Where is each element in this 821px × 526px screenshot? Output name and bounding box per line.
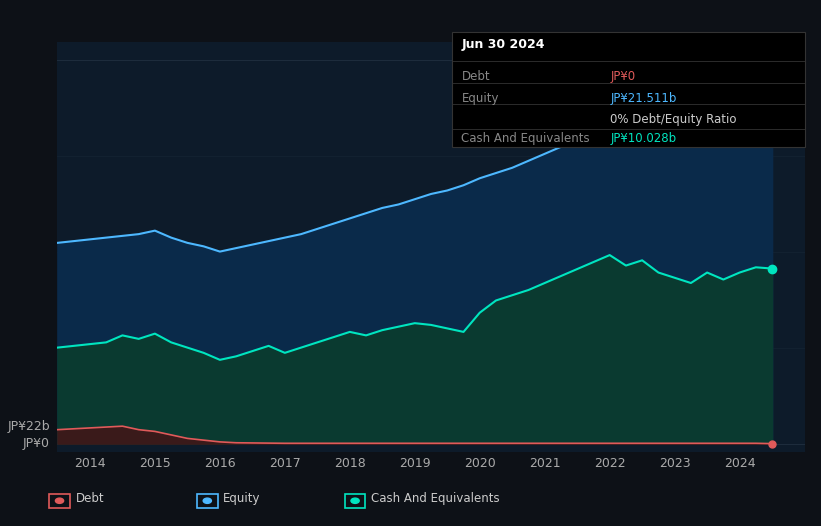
Text: 0% Debt/Equity Ratio: 0% Debt/Equity Ratio	[611, 113, 737, 126]
Text: Debt: Debt	[76, 492, 104, 505]
Text: JP¥10.028b: JP¥10.028b	[611, 132, 677, 145]
Text: Cash And Equivalents: Cash And Equivalents	[371, 492, 500, 505]
Text: Equity: Equity	[461, 92, 499, 105]
Text: JP¥21.511b: JP¥21.511b	[611, 92, 677, 105]
Text: JP¥22b: JP¥22b	[7, 420, 50, 433]
Text: JP¥0: JP¥0	[611, 70, 635, 83]
Text: Debt: Debt	[461, 70, 490, 83]
Text: Cash And Equivalents: Cash And Equivalents	[461, 132, 590, 145]
Text: Equity: Equity	[223, 492, 261, 505]
Text: JP¥0: JP¥0	[23, 437, 50, 450]
Text: Jun 30 2024: Jun 30 2024	[461, 38, 545, 51]
